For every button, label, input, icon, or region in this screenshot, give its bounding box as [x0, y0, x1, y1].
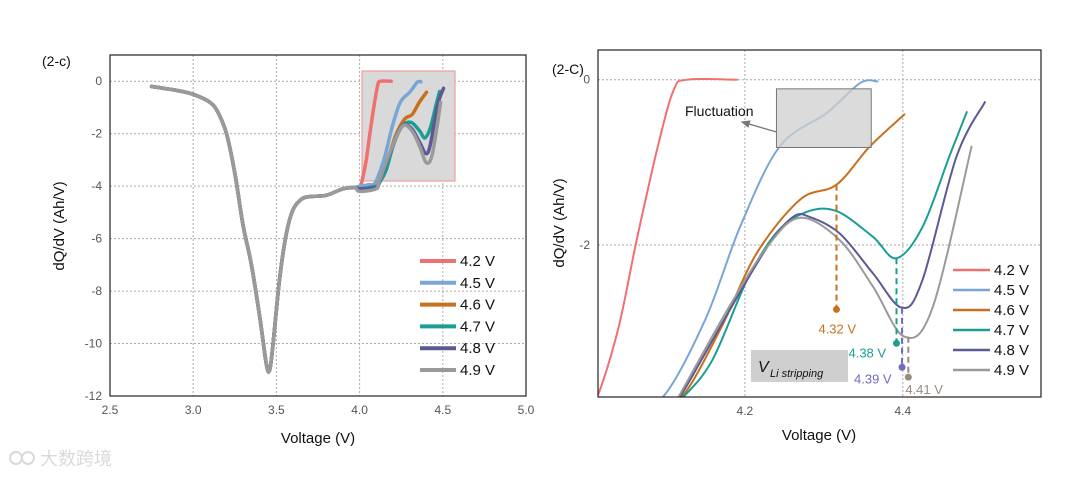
y-tick-label: -12 [85, 389, 103, 403]
x-tick-label: 4.2 [737, 404, 754, 418]
series-line-4-6V [680, 113, 906, 397]
legend-label: 4.6 V [994, 302, 1029, 319]
legend-label: 4.2 V [460, 253, 495, 270]
watermark-logo-icon [9, 451, 23, 465]
y-tick-label: 0 [583, 73, 590, 87]
legend-label: 4.5 V [994, 282, 1029, 299]
v-li-stripping-subscript: Li stripping [770, 368, 824, 380]
legend-label: 4.9 V [460, 362, 495, 379]
x-axis-label-left: Voltage (V) [281, 430, 355, 447]
watermark-text: 大数跨境 [40, 449, 112, 469]
panel-label-left: (2-c) [42, 53, 71, 69]
series-line-4-7V [682, 111, 968, 397]
y-tick-label: -2 [579, 238, 590, 252]
x-tick-label: 4.4 [894, 404, 911, 418]
fluctuation-arrow-icon [740, 120, 777, 133]
marker-label: 4.39 V [854, 371, 892, 386]
marker-dot [892, 339, 900, 347]
x-tick-label: 2.5 [102, 403, 119, 417]
legend-label: 4.5 V [460, 275, 495, 292]
panel-label-right: (2-C) [552, 61, 584, 77]
legend-label: 4.7 V [994, 322, 1029, 339]
y-tick-label: 0 [95, 74, 102, 88]
marker-dot [832, 305, 840, 313]
y-tick-label: -2 [91, 127, 102, 141]
fluctuation-box [775, 88, 872, 148]
x-tick-label: 4.0 [351, 403, 368, 417]
series-line-4-9V [149, 84, 443, 374]
v-li-stripping-box [751, 350, 848, 382]
left-chart: (2-c) 2.5 3.0 3.5 4.0 4.5 5.00-2-4-6-8-10-12 … [42, 53, 535, 447]
y-tick-label: -6 [91, 232, 102, 246]
plot-frame-left [109, 54, 527, 397]
x-tick-label: 3.0 [185, 403, 202, 417]
marker-label: 4.38 V [848, 345, 886, 360]
legend-label: 4.9 V [994, 362, 1029, 379]
fluctuation-label: Fluctuation [685, 103, 753, 119]
marker-label: 4.41 V [905, 382, 943, 397]
series-line-4-9V [677, 145, 973, 397]
legend-label: 4.8 V [460, 340, 495, 357]
x-tick-label: 3.5 [268, 403, 285, 417]
y-axis-label-left: dQ/dV (Ah/V) [51, 181, 68, 270]
x-axis-label-right: Voltage (V) [782, 427, 856, 444]
marker-dot [898, 363, 906, 371]
marker-dot [904, 373, 912, 381]
marker-label: 4.32 V [818, 321, 856, 336]
series-line-4-2V [149, 79, 393, 374]
v-li-stripping-label: V [758, 359, 770, 376]
y-tick-label: -4 [91, 179, 102, 193]
right-chart: (2-C) Fluctuation 4.32 V 4.38 V 4.39 V 4.41 … [551, 49, 1042, 444]
plot-frame-right [597, 49, 1042, 398]
x-tick-label: 4.5 [434, 403, 451, 417]
series-line-4-2V [598, 77, 738, 397]
watermark: 大数跨境 [9, 449, 112, 469]
legend-label: 4.2 V [994, 262, 1029, 279]
y-tick-label: -8 [91, 284, 102, 298]
y-tick-label: -10 [85, 337, 103, 351]
legend-label: 4.7 V [460, 318, 495, 335]
legend-label: 4.6 V [460, 297, 495, 314]
y-axis-label-right: dQ/dV (Ah/V) [551, 178, 568, 267]
legend-label: 4.8 V [994, 342, 1029, 359]
x-tick-label: 5.0 [518, 403, 535, 417]
